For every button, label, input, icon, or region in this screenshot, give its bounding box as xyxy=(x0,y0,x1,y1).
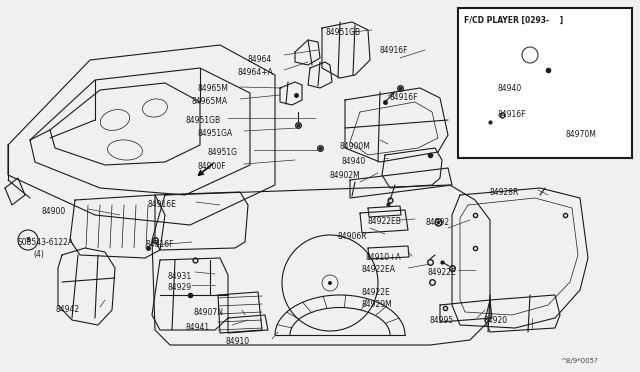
Text: 84964+A: 84964+A xyxy=(237,68,273,77)
Polygon shape xyxy=(155,192,248,250)
Text: 84951GA: 84951GA xyxy=(198,129,233,138)
Text: 84900: 84900 xyxy=(42,207,67,216)
Text: ^8/9*005?: ^8/9*005? xyxy=(560,358,598,364)
Polygon shape xyxy=(152,185,490,345)
Text: 84928R: 84928R xyxy=(490,188,520,197)
Text: S08543-6122A: S08543-6122A xyxy=(18,238,74,247)
Text: 84906R: 84906R xyxy=(338,232,367,241)
Text: 84929M: 84929M xyxy=(362,300,393,309)
Text: 84910: 84910 xyxy=(225,337,249,346)
Text: 84992: 84992 xyxy=(425,218,449,227)
Text: 84995: 84995 xyxy=(429,316,453,325)
Text: 84922EB: 84922EB xyxy=(368,217,402,226)
Text: S: S xyxy=(26,237,31,243)
Polygon shape xyxy=(360,210,408,233)
Polygon shape xyxy=(152,258,228,330)
Text: 84970M: 84970M xyxy=(566,130,597,139)
Polygon shape xyxy=(70,195,165,258)
Bar xyxy=(458,8,632,158)
Text: 84951G: 84951G xyxy=(207,148,237,157)
Text: 84916F: 84916F xyxy=(390,93,419,102)
Text: 84965MA: 84965MA xyxy=(191,97,227,106)
Text: 84900M: 84900M xyxy=(340,142,371,151)
Text: 84916F: 84916F xyxy=(145,240,173,249)
Text: 84964: 84964 xyxy=(248,55,272,64)
Text: 84965M: 84965M xyxy=(197,84,228,93)
Text: 84922E: 84922E xyxy=(362,288,391,297)
Text: 84940: 84940 xyxy=(498,84,522,93)
Text: 84929: 84929 xyxy=(168,283,192,292)
Text: 84907N: 84907N xyxy=(194,308,224,317)
Text: 84916F: 84916F xyxy=(380,46,408,55)
Polygon shape xyxy=(345,88,448,162)
Circle shape xyxy=(328,281,332,285)
Text: 84920: 84920 xyxy=(484,316,508,325)
Polygon shape xyxy=(322,22,370,78)
Text: 84922EA: 84922EA xyxy=(362,265,396,274)
Text: 84951GB: 84951GB xyxy=(326,28,361,37)
Polygon shape xyxy=(8,45,275,225)
Text: 84951GB: 84951GB xyxy=(185,116,220,125)
Text: 84902M: 84902M xyxy=(330,171,361,180)
Text: 84900F: 84900F xyxy=(197,162,226,171)
Text: 84922E: 84922E xyxy=(428,268,457,277)
Text: (4): (4) xyxy=(33,250,44,259)
Polygon shape xyxy=(58,248,115,325)
Text: 84916E: 84916E xyxy=(148,200,177,209)
Text: 84910+A: 84910+A xyxy=(365,253,401,262)
Text: 84940: 84940 xyxy=(342,157,366,166)
Text: F/CD PLAYER [0293-    ]: F/CD PLAYER [0293- ] xyxy=(464,16,563,25)
Text: 84931: 84931 xyxy=(168,272,192,281)
Text: 84942: 84942 xyxy=(55,305,79,314)
Text: 84941: 84941 xyxy=(185,323,209,332)
Text: 84916F: 84916F xyxy=(498,110,527,119)
Polygon shape xyxy=(452,188,588,328)
